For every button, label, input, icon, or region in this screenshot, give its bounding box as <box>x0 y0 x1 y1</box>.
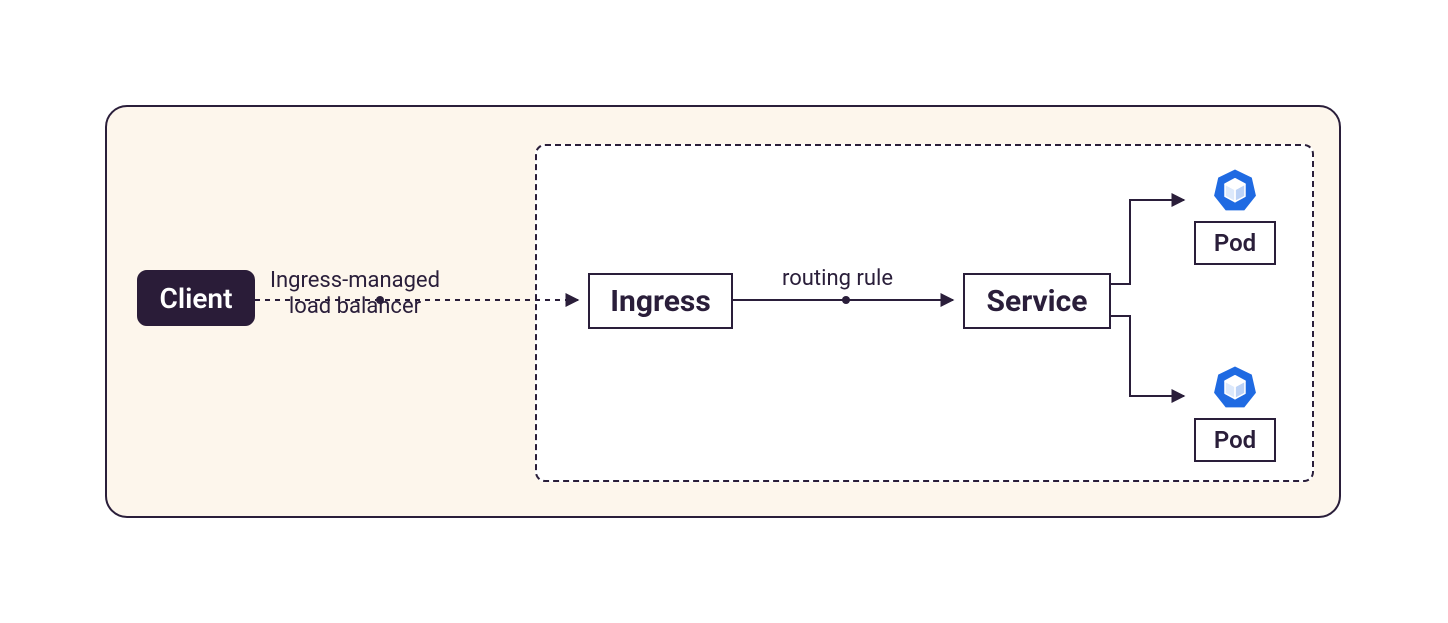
node-pod2-label: Pod <box>1214 426 1256 454</box>
node-service: Service <box>963 273 1111 329</box>
node-ingress: Ingress <box>588 273 733 329</box>
node-ingress-label: Ingress <box>610 284 710 319</box>
edge-client-ingress-label-line2: load balancer <box>270 294 440 320</box>
edge-client-ingress-label: Ingress-managed load balancer <box>270 268 440 321</box>
node-pod2: Pod <box>1194 418 1276 462</box>
diagram-canvas: Ingress-managed load balancer routing ru… <box>0 0 1448 623</box>
node-pod1: Pod <box>1194 221 1276 265</box>
edge-service-pod2 <box>1111 316 1184 396</box>
node-pod1-label: Pod <box>1214 229 1256 257</box>
kubernetes-pod-icon <box>1212 365 1258 411</box>
node-client-label: Client <box>160 282 233 315</box>
node-service-label: Service <box>987 284 1088 319</box>
edge-service-pod1 <box>1111 200 1184 284</box>
edge-ingress-service-label: routing rule <box>782 266 893 292</box>
kubernetes-pod-icon <box>1212 168 1258 214</box>
edge-ingress-service-dot <box>842 296 850 304</box>
edge-client-ingress-label-line1: Ingress-managed <box>270 268 440 294</box>
node-client: Client <box>137 270 255 326</box>
